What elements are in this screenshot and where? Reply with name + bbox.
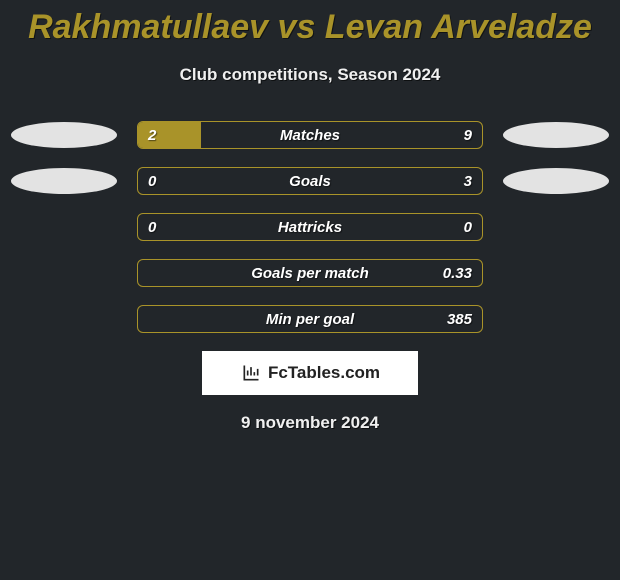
chart-icon (240, 363, 262, 383)
stat-row: 0 3Goals (6, 167, 614, 195)
stat-row: 385Min per goal (6, 305, 614, 333)
stat-value-right: 0.33 (443, 260, 472, 286)
player-avatar-left (11, 122, 117, 148)
stat-row: 0.33Goals per match (6, 259, 614, 287)
stat-row: 0 0Hattricks (6, 213, 614, 241)
stat-value-right: 3 (464, 168, 472, 194)
player-avatar-left (11, 168, 117, 194)
stat-row: 29Matches (6, 121, 614, 149)
stat-label: Min per goal (138, 306, 482, 332)
stat-bar: 385Min per goal (137, 305, 483, 333)
stat-bar: 0.33Goals per match (137, 259, 483, 287)
page-title: Rakhmatullaev vs Levan Arveladze (0, 0, 620, 47)
logo-box: FcTables.com (202, 351, 418, 395)
stat-bar: 0 3Goals (137, 167, 483, 195)
stat-value-left: 0 (148, 214, 156, 240)
stat-value-right: 9 (464, 122, 472, 148)
stat-value-right: 385 (447, 306, 472, 332)
logo-text: FcTables.com (268, 363, 380, 383)
stat-label: Hattricks (138, 214, 482, 240)
stat-label: Goals per match (138, 260, 482, 286)
stat-value-right: 0 (464, 214, 472, 240)
stat-label: Goals (138, 168, 482, 194)
player-avatar-right (503, 122, 609, 148)
stat-value-left: 0 (148, 168, 156, 194)
stat-bar: 29Matches (137, 121, 483, 149)
stat-bar: 0 0Hattricks (137, 213, 483, 241)
player-avatar-right (503, 168, 609, 194)
stats-container: 29Matches03Goals00Hattricks0.33Goals per… (0, 121, 620, 333)
subtitle: Club competitions, Season 2024 (0, 65, 620, 85)
date-text: 9 november 2024 (0, 413, 620, 433)
stat-value-left: 2 (148, 122, 156, 148)
